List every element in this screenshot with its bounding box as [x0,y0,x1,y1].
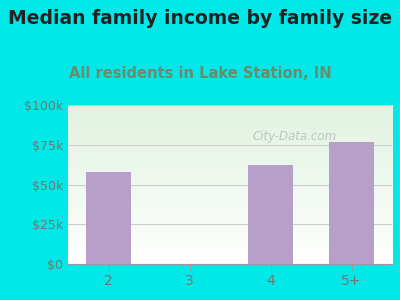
Bar [86,172,131,264]
Text: Median family income by family size: Median family income by family size [8,9,392,28]
Bar [329,142,374,264]
Bar [248,165,293,264]
Text: City-Data.com: City-Data.com [253,130,337,143]
Text: All residents in Lake Station, IN: All residents in Lake Station, IN [69,66,331,81]
